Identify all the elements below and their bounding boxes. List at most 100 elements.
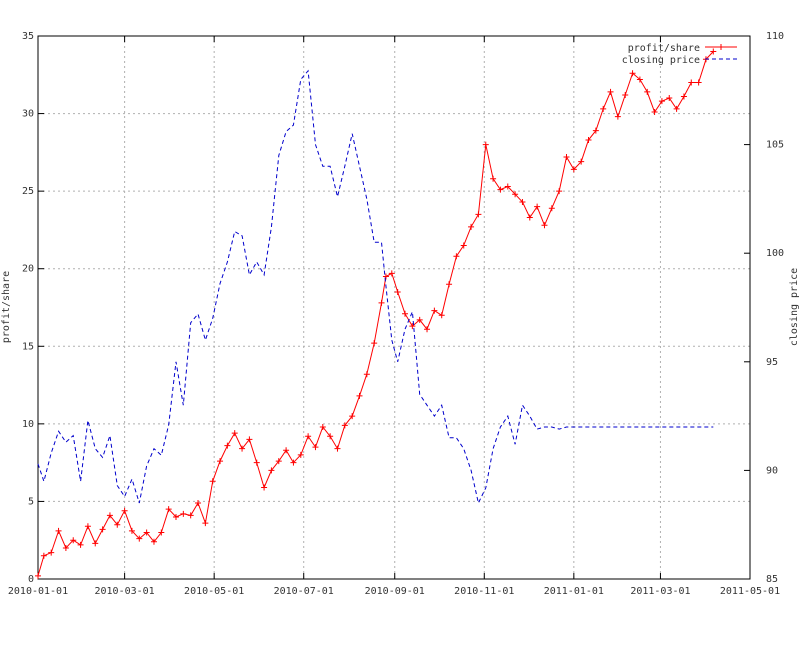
- legend-label-closing-price: closing price: [622, 55, 700, 66]
- data-point-marker: [334, 445, 341, 452]
- data-point-marker: [121, 507, 128, 514]
- y-axis-left: 0 5 10 15 20 25 30 35: [22, 31, 44, 585]
- data-point-marker: [40, 552, 47, 559]
- data-point-marker: [388, 270, 395, 277]
- data-point-marker: [644, 88, 651, 95]
- legend: profit/share closing price: [622, 43, 737, 66]
- data-point-marker: [651, 109, 658, 116]
- data-point-marker: [253, 459, 260, 466]
- series-closing-price: [37, 69, 714, 505]
- data-point-marker: [394, 288, 401, 295]
- y-tick-label: 10: [22, 419, 34, 430]
- data-point-marker: [666, 95, 673, 102]
- data-point-marker: [77, 541, 84, 548]
- data-point-marker: [195, 499, 202, 506]
- x-tick-label: 2010-09-01: [365, 586, 425, 597]
- data-point-marker: [363, 371, 370, 378]
- x-tick-label: 2010-11-01: [454, 586, 514, 597]
- legend-label-profit-share: profit/share: [628, 43, 700, 54]
- data-point-marker: [150, 538, 157, 545]
- y2-tick-label: 90: [766, 465, 778, 476]
- y2-tick-label: 95: [766, 357, 778, 368]
- data-point-marker: [416, 316, 423, 323]
- y2-tick-label: 100: [766, 248, 784, 259]
- data-point-marker: [497, 186, 504, 193]
- data-point-marker: [217, 458, 224, 465]
- data-point-marker: [143, 529, 150, 536]
- data-point-marker: [246, 436, 253, 443]
- data-point-marker: [378, 299, 385, 306]
- data-point-marker: [556, 188, 563, 195]
- data-point-marker: [261, 484, 268, 491]
- data-point-marker: [165, 506, 172, 513]
- data-point-marker: [680, 93, 687, 100]
- data-point-marker: [636, 76, 643, 83]
- y-tick-label: 30: [22, 109, 34, 120]
- data-point-marker: [371, 340, 378, 347]
- y-axis-label: profit/share: [1, 271, 12, 343]
- data-point-marker: [541, 222, 548, 229]
- data-point-marker: [607, 88, 614, 95]
- data-point-marker: [585, 136, 592, 143]
- data-point-marker: [62, 544, 69, 551]
- data-point-marker: [629, 70, 636, 77]
- data-point-marker: [290, 459, 297, 466]
- x-tick-label: 2010-07-01: [274, 586, 334, 597]
- data-point-marker: [592, 127, 599, 134]
- data-point-marker: [114, 521, 121, 528]
- data-point-marker: [695, 79, 702, 86]
- data-point-marker: [297, 451, 304, 458]
- x-tick-label: 2010-01-01: [8, 586, 68, 597]
- series-line: [37, 69, 714, 505]
- data-point-marker: [409, 323, 416, 330]
- data-point-marker: [187, 512, 194, 519]
- series-profit-share: [35, 48, 717, 579]
- data-point-marker: [600, 105, 607, 112]
- x-tick-label: 2011-01-01: [544, 586, 604, 597]
- data-point-marker: [570, 166, 577, 173]
- data-point-marker: [106, 512, 113, 519]
- grid-lines: [38, 36, 750, 579]
- y2-tick-label: 105: [766, 140, 784, 151]
- data-point-marker: [268, 467, 275, 474]
- plot-frame: [37, 35, 751, 580]
- data-point-marker: [312, 444, 319, 451]
- data-point-marker: [673, 105, 680, 112]
- data-point-marker: [460, 242, 467, 249]
- data-point-marker: [356, 392, 363, 399]
- data-point-marker: [224, 442, 231, 449]
- data-point-marker: [209, 478, 216, 485]
- data-point-marker: [84, 523, 91, 530]
- data-point-marker: [526, 214, 533, 221]
- data-point-marker: [275, 458, 282, 465]
- y-tick-label: 0: [28, 574, 34, 585]
- series-line: [37, 51, 714, 577]
- data-point-marker: [35, 572, 41, 579]
- y-tick-label: 5: [28, 496, 34, 507]
- data-point-marker: [283, 447, 290, 454]
- y-tick-label: 15: [22, 341, 34, 352]
- data-point-marker: [128, 527, 135, 534]
- x-axis: 2010-01-01 2010-03-01 2010-05-01 2010-07-01…: [8, 36, 780, 597]
- data-point-marker: [55, 527, 62, 534]
- data-point-marker: [48, 549, 55, 556]
- data-point-marker: [446, 281, 453, 288]
- data-point-marker: [504, 183, 511, 190]
- data-point-marker: [158, 529, 165, 536]
- data-point-marker: [431, 307, 438, 314]
- x-tick-label: 2011-03-01: [630, 586, 690, 597]
- data-point-marker: [319, 423, 326, 430]
- data-point-marker: [534, 203, 541, 210]
- data-point-marker: [548, 205, 555, 212]
- data-point-marker: [172, 513, 179, 520]
- x-tick-label: 2010-03-01: [95, 586, 155, 597]
- data-point-marker: [349, 413, 356, 420]
- data-point-marker: [70, 537, 77, 544]
- y-tick-label: 25: [22, 186, 34, 197]
- data-point-marker: [658, 98, 665, 105]
- data-point-marker: [305, 433, 312, 440]
- data-point-marker: [99, 526, 106, 533]
- legend-marker-profit-share: [718, 44, 724, 50]
- data-point-marker: [622, 91, 629, 98]
- data-point-marker: [519, 199, 526, 206]
